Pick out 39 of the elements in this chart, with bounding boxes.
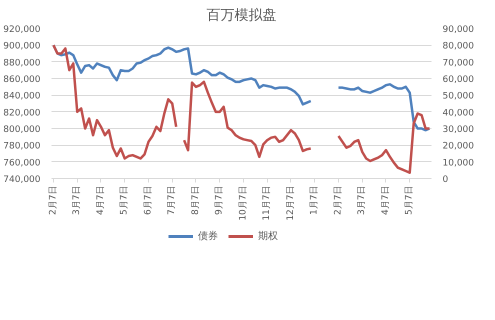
y2-tick-label: 70,000 (442, 58, 474, 68)
y2-tick-label: 40,000 (442, 108, 474, 118)
x-tick-label: 2月7日 (48, 186, 58, 215)
legend-label: 期权 (258, 230, 278, 243)
x-tick-label: 3月7日 (72, 186, 82, 215)
x-tick-label: 3月7日 (357, 186, 368, 215)
legend-label: 债券 (198, 230, 218, 243)
y-tick-label: 740,000 (3, 175, 41, 185)
x-tick-label: 12月7日 (286, 185, 296, 221)
y2-tick-label: 80,000 (442, 42, 474, 52)
x-tick-label: 7月7日 (167, 186, 178, 215)
x-tick-label: 5月7日 (120, 186, 130, 215)
y-tick-label: 900,000 (3, 42, 41, 52)
chart-title: 百万模拟盘 (206, 8, 276, 24)
y2-tick-label: 10,000 (442, 158, 474, 168)
y-tick-label: 760,000 (3, 158, 41, 168)
y-tick-label: 860,000 (3, 75, 41, 85)
y2-tick-label: 30,000 (442, 125, 474, 135)
y2-tick-label: 90,000 (442, 25, 474, 35)
y-tick-label: 920,000 (3, 25, 41, 35)
x-tick-label: 4月7日 (96, 186, 106, 215)
y2-tick-label: 50,000 (442, 92, 474, 102)
y-tick-label: 820,000 (3, 108, 41, 118)
x-tick-label: 1月7日 (310, 186, 320, 215)
x-tick-label: 5月7日 (404, 186, 415, 215)
x-tick-label: 6月7日 (143, 186, 154, 215)
x-tick-label: 11月7日 (262, 185, 272, 221)
x-tick-label: 8月7日 (190, 186, 201, 215)
x-tick-label: 10月7日 (238, 185, 248, 221)
y-tick-label: 880,000 (3, 58, 41, 68)
y-tick-label: 840,000 (3, 92, 41, 102)
y2-tick-label: 0 (442, 175, 448, 185)
x-tick-label: 4月7日 (380, 186, 391, 215)
y-tick-label: 800,000 (3, 125, 41, 135)
x-tick-label: 9月7日 (214, 186, 225, 215)
y-tick-label: 780,000 (3, 142, 41, 152)
y2-tick-label: 20,000 (442, 142, 474, 152)
y2-tick-label: 60,000 (442, 75, 474, 85)
x-tick-label: 2月7日 (333, 186, 344, 215)
